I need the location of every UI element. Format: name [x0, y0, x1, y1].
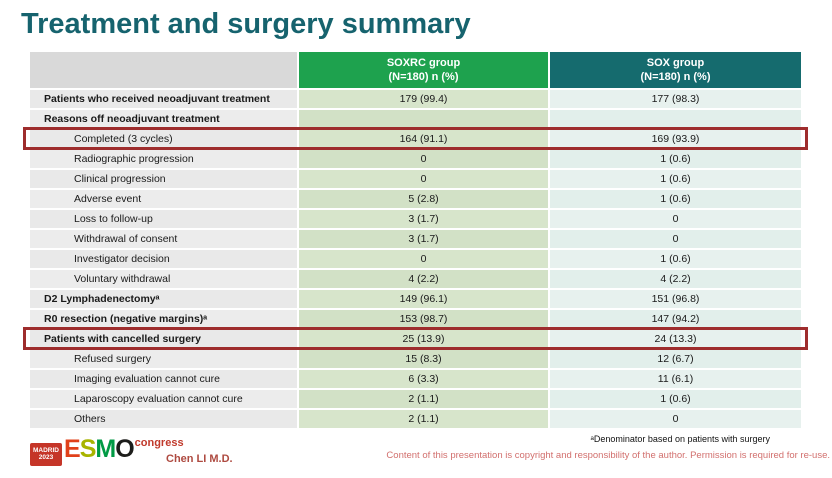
table-row: Loss to follow-up 3 (1.7) 0	[30, 210, 801, 228]
row-label-cell: Adverse event	[30, 190, 297, 208]
row-label-cell: Completed (3 cycles)	[30, 130, 297, 148]
soxrc-value-cell: 0	[299, 170, 548, 188]
table-body: Patients who received neoadjuvant treatm…	[23, 90, 808, 428]
row-label-cell: R0 resection (negative margins)ᵃ	[30, 310, 297, 328]
esmo-letter-o: O	[115, 435, 134, 463]
table-row: Others 2 (1.1) 0	[30, 410, 801, 428]
table-header-blank-cell	[30, 52, 297, 88]
table-row: Clinical progression 0 1 (0.6)	[30, 170, 801, 188]
row-label-cell: Clinical progression	[30, 170, 297, 188]
table-row: Completed (3 cycles) 164 (91.1) 169 (93.…	[23, 127, 808, 150]
row-label-cell: Imaging evaluation cannot cure	[30, 370, 297, 388]
table-row: R0 resection (negative margins)ᵃ 153 (98…	[30, 310, 801, 328]
table-row: Radiographic progression 0 1 (0.6)	[30, 150, 801, 168]
row-label-cell: Voluntary withdrawal	[30, 270, 297, 288]
row-label-cell: D2 Lymphadenectomyᵃ	[30, 290, 297, 308]
table-row: Laparoscopy evaluation cannot cure 2 (1.…	[30, 390, 801, 408]
sox-value-cell	[550, 110, 801, 128]
esmo-congress-logo: MADRID 2023 ESMO congress	[30, 437, 184, 466]
sox-value-cell: 11 (6.1)	[550, 370, 801, 388]
esmo-wordmark: ESMO	[64, 435, 135, 463]
row-label-cell: Patients who received neoadjuvant treatm…	[30, 90, 297, 108]
sox-value-cell: 1 (0.6)	[550, 150, 801, 168]
row-label-cell: Refused surgery	[30, 350, 297, 368]
table-row: Adverse event 5 (2.8) 1 (0.6)	[30, 190, 801, 208]
sox-group-n: (N=180) n (%)	[640, 71, 711, 83]
soxrc-value-cell: 4 (2.2)	[299, 270, 548, 288]
sox-value-cell: 1 (0.6)	[550, 170, 801, 188]
sox-value-cell: 177 (98.3)	[550, 90, 801, 108]
soxrc-value-cell: 15 (8.3)	[299, 350, 548, 368]
row-label-cell: Laparoscopy evaluation cannot cure	[30, 390, 297, 408]
soxrc-value-cell: 5 (2.8)	[299, 190, 548, 208]
table-header-sox-group: SOX group (N=180) n (%)	[550, 52, 801, 88]
table-row: Reasons off neoadjuvant treatment	[30, 110, 801, 128]
sox-value-cell: 0	[550, 230, 801, 248]
row-label-cell: Patients with cancelled surgery	[30, 330, 297, 348]
sox-group-name: SOX group	[646, 56, 705, 69]
soxrc-value-cell: 2 (1.1)	[299, 410, 548, 428]
table-header-row: SOXRC group (N=180) n (%) SOX group (N=1…	[30, 52, 801, 88]
table-row: D2 Lymphadenectomyᵃ 149 (96.1) 151 (96.8…	[30, 290, 801, 308]
soxrc-value-cell: 3 (1.7)	[299, 230, 548, 248]
summary-table: SOXRC group (N=180) n (%) SOX group (N=1…	[23, 52, 808, 430]
soxrc-value-cell	[299, 110, 548, 128]
soxrc-group-name: SOXRC group	[386, 56, 461, 69]
soxrc-value-cell: 164 (91.1)	[299, 130, 548, 148]
table-row: Imaging evaluation cannot cure 6 (3.3) 1…	[30, 370, 801, 388]
sox-value-cell: 1 (0.6)	[550, 190, 801, 208]
madrid-2023-badge: MADRID 2023	[30, 443, 62, 466]
row-label-cell: Loss to follow-up	[30, 210, 297, 228]
table-row: Investigator decision 0 1 (0.6)	[30, 250, 801, 268]
soxrc-value-cell: 2 (1.1)	[299, 390, 548, 408]
soxrc-value-cell: 149 (96.1)	[299, 290, 548, 308]
page-title: Treatment and surgery summary	[21, 8, 471, 40]
table-row: Voluntary withdrawal 4 (2.2) 4 (2.2)	[30, 270, 801, 288]
soxrc-value-cell: 3 (1.7)	[299, 210, 548, 228]
soxrc-value-cell: 6 (3.3)	[299, 370, 548, 388]
copyright-notice: Content of this presentation is copyrigh…	[386, 450, 830, 461]
denominator-footnote: ᵃDenominator based on patients with surg…	[590, 434, 770, 444]
sox-value-cell: 4 (2.2)	[550, 270, 801, 288]
sox-value-cell: 1 (0.6)	[550, 390, 801, 408]
sox-value-cell: 1 (0.6)	[550, 250, 801, 268]
sox-value-cell: 0	[550, 210, 801, 228]
author-name: Chen LI M.D.	[166, 453, 233, 465]
esmo-letter-s: S	[79, 435, 97, 463]
sox-value-cell: 24 (13.3)	[550, 330, 801, 348]
esmo-letter-m: M	[95, 435, 116, 463]
row-label-cell: Withdrawal of consent	[30, 230, 297, 248]
row-label-cell: Investigator decision	[30, 250, 297, 268]
soxrc-value-cell: 25 (13.9)	[299, 330, 548, 348]
table-row: Withdrawal of consent 3 (1.7) 0	[30, 230, 801, 248]
soxrc-value-cell: 0	[299, 150, 548, 168]
sox-value-cell: 147 (94.2)	[550, 310, 801, 328]
soxrc-value-cell: 153 (98.7)	[299, 310, 548, 328]
badge-city: MADRID	[33, 447, 59, 454]
table-header-soxrc-group: SOXRC group (N=180) n (%)	[299, 52, 548, 88]
soxrc-value-cell: 179 (99.4)	[299, 90, 548, 108]
sox-value-cell: 0	[550, 410, 801, 428]
esmo-letter-e: E	[64, 435, 81, 463]
row-label-cell: Reasons off neoadjuvant treatment	[30, 110, 297, 128]
table-row: Patients with cancelled surgery 25 (13.9…	[23, 327, 808, 350]
sox-value-cell: 169 (93.9)	[550, 130, 801, 148]
sox-value-cell: 12 (6.7)	[550, 350, 801, 368]
soxrc-group-n: (N=180) n (%)	[388, 71, 459, 83]
badge-year: 2023	[38, 454, 54, 462]
row-label-cell: Others	[30, 410, 297, 428]
row-label-cell: Radiographic progression	[30, 150, 297, 168]
congress-label: congress	[134, 437, 184, 449]
table-row: Patients who received neoadjuvant treatm…	[30, 90, 801, 108]
soxrc-value-cell: 0	[299, 250, 548, 268]
table-row: Refused surgery 15 (8.3) 12 (6.7)	[30, 350, 801, 368]
sox-value-cell: 151 (96.8)	[550, 290, 801, 308]
